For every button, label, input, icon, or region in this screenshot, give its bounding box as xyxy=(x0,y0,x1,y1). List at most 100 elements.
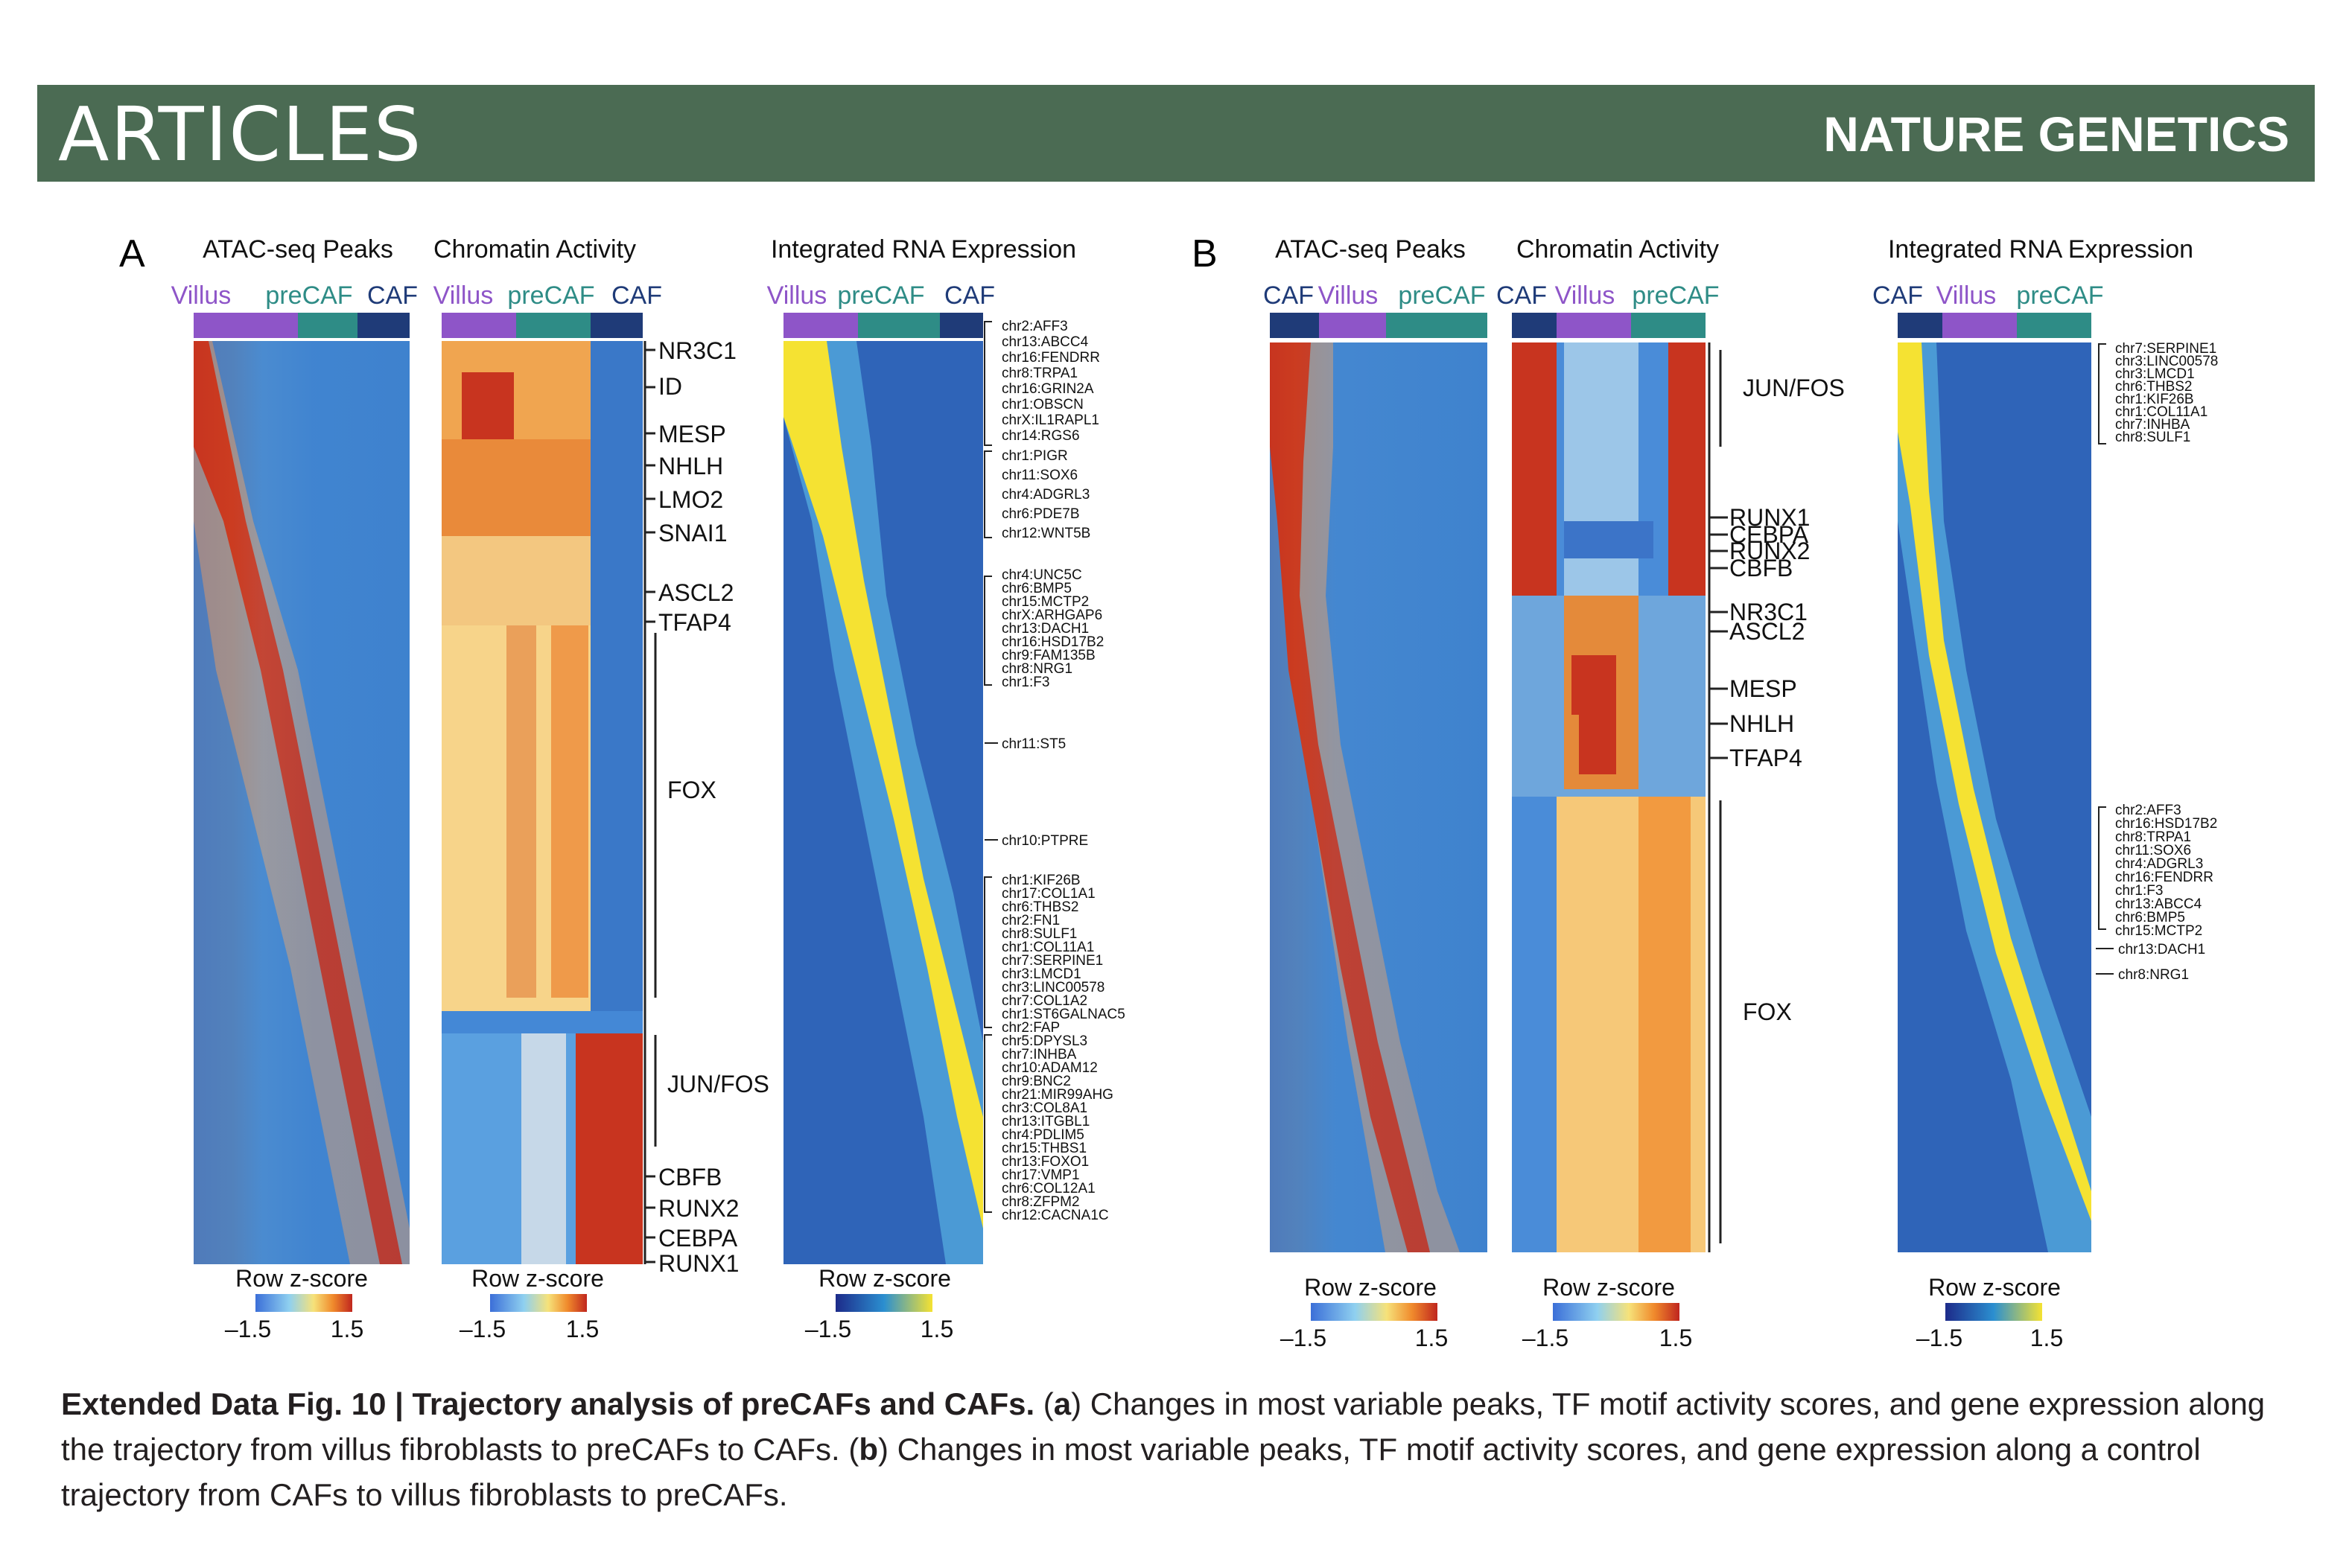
caption-part-3: ) Changes in most variable peaks, TF mot… xyxy=(61,1432,2201,1512)
a-gene-ptpre: chr10:PTPRE xyxy=(1002,833,1088,849)
a-legend-atac-min: –1.5 xyxy=(225,1316,271,1342)
a-gene-brackets xyxy=(984,321,998,1213)
b-gene-col11a1: chr1:COL11A1 xyxy=(2115,404,2207,420)
a-atac-annotation-bar xyxy=(194,313,410,338)
a-tf-snai1: SNAI1 xyxy=(658,520,727,546)
b-chrom-label-villus: Villus xyxy=(1555,281,1615,310)
b-legend-rna-bar xyxy=(1945,1303,2042,1321)
a-gene-col11a1: chr1:COL11A1 xyxy=(1002,940,1094,955)
b-gene-sox6: chr11:SOX6 xyxy=(2115,843,2191,858)
a-gene-serpine1: chr7:SERPINE1 xyxy=(1002,953,1103,969)
panel-b-title-chrom: Chromatin Activity xyxy=(1516,235,1719,264)
b-atac-label-caf: CAF xyxy=(1263,281,1314,310)
b-tf-bracket xyxy=(1708,342,1728,1252)
b-legend-chrom-title: Row z-score xyxy=(1542,1274,1675,1301)
a-legend-chrom-bar xyxy=(490,1294,587,1312)
b-gene-dach1: chr13:DACH1 xyxy=(2118,942,2205,957)
b-gene-brackets xyxy=(2096,343,2114,975)
b-gene-linc00578: chr3:LINC00578 xyxy=(2115,354,2218,369)
a-gene-bmp5: chr6:BMP5 xyxy=(1002,581,1072,596)
b-tf-nhlh: NHLH xyxy=(1729,710,1794,737)
b-gene-fendrr: chr16:FENDRR xyxy=(2115,870,2213,885)
caption-title: Extended Data Fig. 10 | Trajectory analy… xyxy=(61,1386,1035,1421)
a-tf-lmo2: LMO2 xyxy=(658,486,723,513)
b-tf-ascl2: ASCL2 xyxy=(1729,618,1805,645)
b-gene-mctp2: chr15:MCTP2 xyxy=(2115,923,2202,939)
figure: A ATAC-seq Peaks Chromatin Activity Inte… xyxy=(119,232,2218,1351)
caption-b-letter: b xyxy=(859,1432,878,1467)
a-gene-adam12: chr10:ADAM12 xyxy=(1002,1060,1098,1076)
b-legend-atac-title: Row z-score xyxy=(1304,1274,1437,1301)
b-legend-rna-max: 1.5 xyxy=(2030,1325,2063,1351)
a-gene-nrg1: chr8:NRG1 xyxy=(1002,661,1072,677)
b-legend-atac-max: 1.5 xyxy=(1415,1325,1448,1351)
a-gene-col8a1: chr3:COL8A1 xyxy=(1002,1100,1087,1116)
b-tf-fox: FOX xyxy=(1743,998,1792,1025)
a-gene-foxo1: chr13:FOXO1 xyxy=(1002,1154,1089,1170)
b-legend-chrom-bar xyxy=(1553,1303,1679,1321)
b-gene-bmp5: chr6:BMP5 xyxy=(2115,910,2185,925)
a-atac-label-caf: CAF xyxy=(367,281,418,310)
a-rna-label-villus: Villus xyxy=(767,281,827,310)
a-gene-abcc4: chr13:ABCC4 xyxy=(1002,334,1089,350)
b-tf-tfap4: TFAP4 xyxy=(1729,745,1802,771)
a-tf-ascl2: ASCL2 xyxy=(658,579,734,606)
a-gene-fn1: chr2:FN1 xyxy=(1002,913,1060,928)
b-chrom-annotation-bar xyxy=(1512,313,1706,338)
a-rna-label-precaf: preCAF xyxy=(837,281,924,310)
b-gene-thbs2: chr6:THBS2 xyxy=(2115,379,2192,395)
a-tf-cebpa: CEBPA xyxy=(658,1225,738,1252)
a-gene-pdlim5: chr4:PDLIM5 xyxy=(1002,1127,1084,1143)
a-gene-linc00578: chr3:LINC00578 xyxy=(1002,980,1104,995)
b-tf-runx2: RUNX2 xyxy=(1729,538,1810,564)
a-gene-arhgap6: chrX:ARHGAP6 xyxy=(1002,608,1102,623)
panel-a-title-chrom: Chromatin Activity xyxy=(433,235,636,264)
a-gene-col1a2: chr7:COL1A2 xyxy=(1002,993,1087,1009)
b-tf-cebpa: CEBPA xyxy=(1729,521,1809,548)
a-chrom-annotation-bar xyxy=(442,313,643,338)
a-gene-dach1: chr13:DACH1 xyxy=(1002,621,1089,637)
a-gene-mctp2: chr15:MCTP2 xyxy=(1002,594,1089,610)
a-gene-inhba: chr7:INHBA xyxy=(1002,1047,1077,1062)
b-chrom-label-caf: CAF xyxy=(1496,281,1547,310)
a-gene-bnc2: chr9:BNC2 xyxy=(1002,1074,1071,1089)
a-legend-chrom-min: –1.5 xyxy=(460,1316,506,1342)
a-gene-obscn: chr1:OBSCN xyxy=(1002,397,1084,412)
a-gene-thbs2: chr6:THBS2 xyxy=(1002,899,1078,915)
a-gene-f3: chr1:F3 xyxy=(1002,675,1049,690)
a-chrom-heatmap xyxy=(442,341,643,1264)
panel-b-letter: B xyxy=(1192,232,1218,275)
a-atac-heatmap xyxy=(194,341,410,1264)
a-tf-tfap4: TFAP4 xyxy=(658,609,731,636)
a-chrom-label-precaf: preCAF xyxy=(507,281,594,310)
caption-a-letter: a xyxy=(1053,1386,1072,1421)
a-atac-label-villus: Villus xyxy=(171,281,232,310)
a-tf-nhlh: NHLH xyxy=(658,453,723,479)
a-chrom-label-caf: CAF xyxy=(611,281,662,310)
a-tf-runx1: RUNX1 xyxy=(658,1250,739,1277)
b-gene-adgrl3: chr4:ADGRL3 xyxy=(2115,856,2203,872)
b-chrom-heatmap xyxy=(1512,342,1706,1252)
a-legend-atac-title: Row z-score xyxy=(235,1265,368,1292)
a-tf-nr3c1: NR3C1 xyxy=(658,337,737,364)
caption-part-2: ) Changes in most variable peaks, TF mot… xyxy=(61,1386,2266,1467)
a-legend-chrom-max: 1.5 xyxy=(566,1316,599,1342)
a-gene-col1a1: chr17:COL1A1 xyxy=(1002,886,1096,902)
b-legend-rna-title: Row z-score xyxy=(1928,1274,2061,1301)
b-tf-junfos: JUN/FOS xyxy=(1743,375,1845,401)
section-title: ARTICLES xyxy=(58,91,423,178)
a-gene-col12a1: chr6:COL12A1 xyxy=(1002,1181,1096,1196)
journal-banner: ARTICLES NATURE GENETICS xyxy=(37,85,2315,182)
b-legend-rna-min: –1.5 xyxy=(1916,1325,1962,1351)
b-atac-heatmap xyxy=(1270,342,1487,1252)
a-tf-fox: FOX xyxy=(667,777,716,803)
a-gene-fap: chr2:FAP xyxy=(1002,1020,1060,1036)
a-atac-label-precaf: preCAF xyxy=(265,281,352,310)
a-legend-atac-bar xyxy=(255,1294,352,1312)
b-gene-hsd17b2: chr16:HSD17B2 xyxy=(2115,816,2217,832)
b-tf-nr3c1: NR3C1 xyxy=(1729,599,1808,625)
a-gene-wnt5b: chr12:WNT5B xyxy=(1002,526,1090,541)
b-gene-kif26b: chr1:KIF26B xyxy=(2115,392,2194,407)
b-legend-chrom-max: 1.5 xyxy=(1659,1325,1692,1351)
b-gene-serpine1: chr7:SERPINE1 xyxy=(2115,341,2216,357)
